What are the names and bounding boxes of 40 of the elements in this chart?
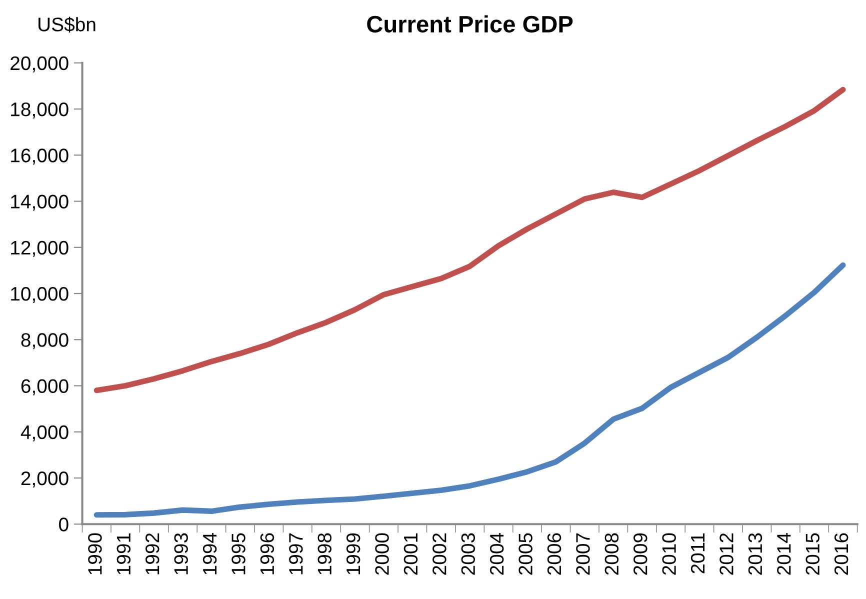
chart-title: Current Price GDP <box>367 15 573 33</box>
x-tick-label: 2011 <box>690 533 705 574</box>
x-tick-label: 2003 <box>461 533 476 575</box>
x-tick-label: 1990 <box>88 533 102 574</box>
x-tick-label: 2006 <box>547 533 562 575</box>
y-tick-label: 0 <box>59 518 68 532</box>
x-tick-label: 2015 <box>806 533 820 575</box>
x-tick-label: 1991 <box>116 533 131 574</box>
y-tick-label: 8,000 <box>21 333 68 350</box>
y-tick-label: 10,000 <box>11 286 68 304</box>
y-tick-label: 6,000 <box>21 379 68 396</box>
y-tick-label: 16,000 <box>11 148 68 165</box>
x-tick-label: 1994 <box>202 533 217 574</box>
y-axis-title: US$bn <box>38 16 96 33</box>
x-tick-label: 1997 <box>289 533 303 574</box>
x-tick-label: 2010 <box>662 533 676 575</box>
x-tick-label: 1995 <box>232 533 246 574</box>
x-tick-label: 1998 <box>318 533 332 574</box>
x-tick-label: 1996 <box>260 533 274 574</box>
x-tick-label: 2002 <box>432 533 446 575</box>
y-tick-label: 14,000 <box>11 194 68 211</box>
x-tick-label: 2014 <box>777 533 791 575</box>
x-tick-label: 2016 <box>834 533 848 575</box>
y-tick-label: 2,000 <box>21 471 68 488</box>
x-tick-label: 2007 <box>576 533 590 575</box>
x-tick-label: 2013 <box>748 533 762 575</box>
x-tick-label: 1992 <box>145 533 160 574</box>
x-tick-label: 1999 <box>346 533 360 574</box>
y-tick-label: 20,000 <box>10 56 68 72</box>
x-tick-label: 2000 <box>375 533 389 575</box>
x-tick-label: 2001 <box>404 533 418 575</box>
x-tick-label: 2012 <box>720 533 734 575</box>
x-tick-label: 2009 <box>633 533 648 575</box>
x-tick-label: 1993 <box>174 533 188 574</box>
x-tick-label: 2004 <box>490 533 504 575</box>
y-tick-label: 4,000 <box>20 425 68 442</box>
y-tick-label: 12,000 <box>11 240 68 257</box>
x-tick-label: 2005 <box>518 533 532 575</box>
y-tick-label: 18,000 <box>11 102 68 119</box>
x-tick-label: 2008 <box>604 533 619 575</box>
